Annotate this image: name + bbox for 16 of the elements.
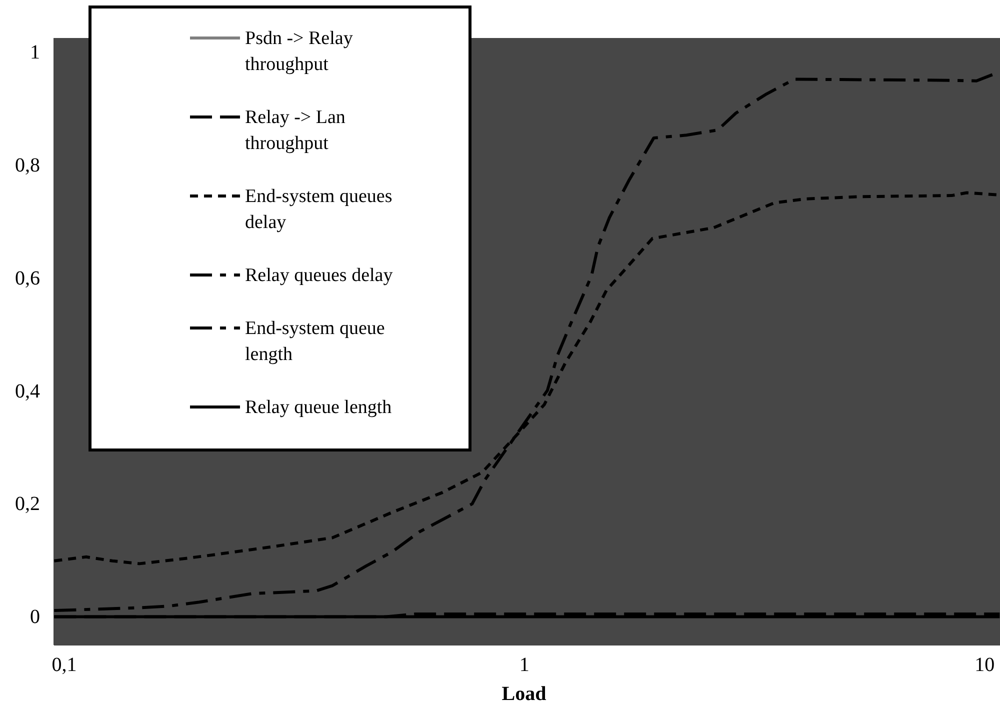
legend-label: End-system queues delay <box>245 186 392 233</box>
x-tick-label: 0,1 <box>52 654 77 676</box>
y-tick-label: 0,6 <box>15 267 40 290</box>
y-tick-label: 1 <box>30 42 40 64</box>
legend-label: Psdn -> Relay throughput <box>245 28 354 75</box>
legend-label: End-system queue length <box>245 318 385 365</box>
y-tick-label: 0,2 <box>15 493 40 516</box>
x-tick-label: 1 <box>519 654 530 676</box>
legend-label: Relay queue length <box>245 397 392 418</box>
legend-label: Relay -> Lan throughput <box>245 107 346 154</box>
y-tick-label: 0 <box>30 606 40 628</box>
y-tick-label: 0,8 <box>15 154 40 176</box>
y-tick-label: 0,4 <box>15 380 40 402</box>
x-axis-title: Load <box>502 683 546 705</box>
legend-label: Relay queues delay <box>245 265 394 286</box>
x-tick-label: 10 <box>974 654 995 676</box>
